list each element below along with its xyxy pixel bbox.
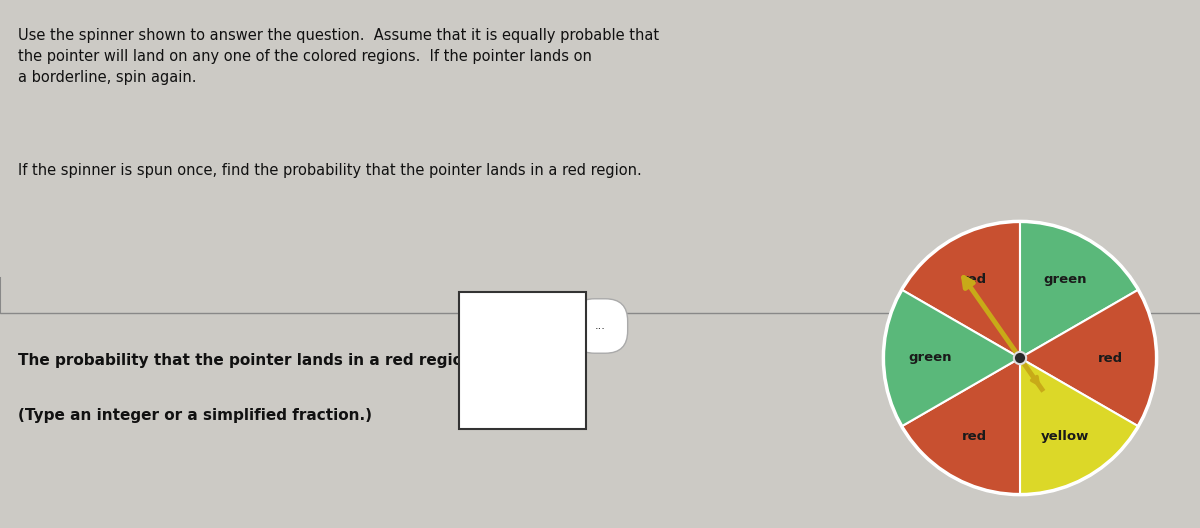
Wedge shape: [1020, 290, 1157, 426]
Circle shape: [1014, 352, 1026, 364]
Text: green: green: [1043, 274, 1087, 286]
Text: red: red: [962, 274, 988, 286]
Wedge shape: [1020, 358, 1139, 495]
Text: If the spinner is spun once, find the probability that the pointer lands in a re: If the spinner is spun once, find the pr…: [18, 163, 642, 178]
Text: The probability that the pointer lands in a red region is: The probability that the pointer lands i…: [18, 353, 493, 368]
Wedge shape: [901, 358, 1020, 495]
Text: yellow: yellow: [1040, 430, 1090, 442]
Wedge shape: [901, 221, 1020, 358]
Text: (Type an integer or a simplified fraction.): (Type an integer or a simplified fractio…: [18, 408, 372, 423]
Text: ...: ...: [594, 321, 606, 331]
Text: red: red: [1098, 352, 1123, 364]
Text: red: red: [962, 430, 988, 442]
Text: Use the spinner shown to answer the question.  Assume that it is equally probabl: Use the spinner shown to answer the ques…: [18, 28, 659, 85]
Text: green: green: [908, 352, 952, 364]
Wedge shape: [1020, 221, 1139, 358]
Wedge shape: [883, 290, 1020, 426]
